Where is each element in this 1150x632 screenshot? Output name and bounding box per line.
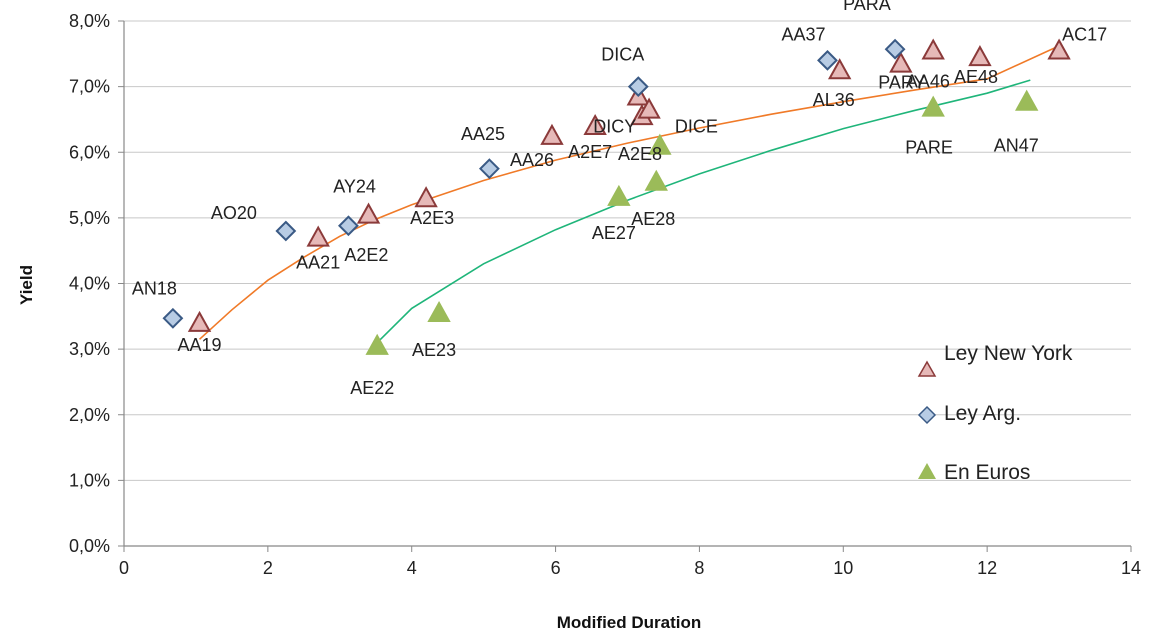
data-point-ac17: [1047, 38, 1071, 60]
trendline-ley-new-york: [198, 45, 1060, 340]
point-label-ac17: AC17: [1062, 25, 1107, 45]
data-point-ae23: [427, 300, 451, 323]
point-label-an18: AN18: [132, 278, 177, 298]
data-point-ay24: [356, 202, 381, 224]
data-point-a2e3: [414, 186, 438, 208]
y-tick-label: 1,0%: [69, 470, 110, 490]
x-tick-label: 6: [551, 558, 561, 578]
data-point-aa21: [306, 225, 330, 247]
y-tick-label: 8,0%: [69, 11, 110, 31]
axes: [118, 20, 1132, 552]
legend-item-ley-arg: Ley Arg.: [917, 402, 1021, 425]
point-label-ae22: AE22: [350, 378, 394, 398]
y-tick-label: 3,0%: [69, 339, 110, 359]
x-tick-label: 2: [263, 558, 273, 578]
data-point-ley-arg: [478, 158, 500, 180]
data-point-an18: [162, 307, 184, 329]
point-label-pare: PARE: [905, 138, 953, 158]
data-point-aa46: [889, 51, 913, 73]
legend-item-en-euros: En Euros: [918, 461, 1030, 484]
point-label-dicy: DICY: [593, 116, 636, 136]
x-tick-label: 10: [833, 558, 853, 578]
data-point-aa25: [637, 97, 661, 119]
point-label-aa26: AA26: [510, 150, 554, 170]
free-label-a2e8: A2E8: [618, 144, 662, 164]
y-tick-labels: 0,0% 1,0% 2,0% 3,0% 4,0% 5,0% 6,0% 7,0% 8,0%: [69, 11, 110, 556]
x-tick-label: 8: [694, 558, 704, 578]
x-tick-labels: 0 2 4 6 8 10 12 14: [119, 558, 1141, 578]
point-label-aa37: AA37: [781, 24, 825, 44]
data-point-dice: [648, 133, 672, 155]
legend-triangle-icon: [917, 360, 937, 377]
y-tick-label: 0,0%: [69, 536, 110, 556]
data-point-a2e7: [583, 113, 607, 135]
free-labels: A2E8 AA25: [461, 124, 662, 164]
legend-item-ley-new-york: Ley New York: [917, 342, 1073, 377]
y-tick-label: 5,0%: [69, 208, 110, 228]
y-axis-title: Yield: [17, 265, 36, 305]
data-point-pare: [921, 95, 945, 117]
point-label-ae27: AE27: [592, 223, 636, 243]
y-tick-label: 7,0%: [69, 77, 110, 97]
gridlines: [124, 20, 1131, 481]
point-label-an47: AN47: [994, 136, 1039, 156]
point-label-dice: DICE: [675, 117, 718, 137]
x-tick-label: 12: [977, 558, 997, 578]
point-label-a2e7: A2E7: [568, 142, 612, 162]
data-point-para: [884, 38, 906, 60]
x-axis-title: Modified Duration: [557, 613, 701, 632]
data-point-aa26: [540, 123, 564, 145]
data-points: [162, 38, 1071, 355]
data-point-aa19: [187, 310, 212, 332]
point-label-aa21: AA21: [296, 253, 340, 273]
data-point-ae22: [365, 333, 389, 355]
y-tick-label: 6,0%: [69, 142, 110, 162]
data-point-pary: [921, 38, 945, 60]
data-point-an47: [1015, 89, 1039, 111]
point-label-para: PARA: [843, 0, 891, 14]
point-label-pary: PARY: [878, 73, 925, 93]
point-label-ay24: AY24: [333, 177, 376, 197]
trendlines: [198, 45, 1060, 344]
x-tick-label: 14: [1121, 558, 1141, 578]
legend-label-ley-new-york: Ley New York: [944, 342, 1073, 365]
data-point-ae48: [968, 45, 992, 67]
point-label-aa46: AA46: [906, 72, 950, 92]
y-tick-label: 4,0%: [69, 274, 110, 294]
legend: Ley New York Ley Arg. En Euros: [917, 342, 1073, 484]
data-point-ae28: [644, 169, 668, 191]
trendline-en-euros: [376, 79, 1031, 344]
point-label-ae48: AE48: [954, 67, 998, 87]
data-point-a2e2: [338, 215, 359, 237]
point-label-ae28: AE28: [631, 209, 675, 229]
legend-label-en-euros: En Euros: [944, 461, 1030, 484]
point-label-a2e3: A2E3: [410, 208, 454, 228]
point-label-dica: DICA: [601, 45, 644, 65]
y-tick-label: 2,0%: [69, 405, 110, 425]
point-label-a2e2: A2E2: [344, 245, 388, 265]
data-point-ao20: [275, 220, 297, 242]
point-label-ao20: AO20: [211, 203, 257, 223]
point-label-ae23: AE23: [412, 340, 456, 360]
x-tick-label: 4: [407, 558, 417, 578]
data-point-dica: [627, 76, 649, 98]
legend-label-ley-arg: Ley Arg.: [944, 402, 1021, 425]
free-label-aa25: AA25: [461, 124, 505, 144]
point-label-al36: AL36: [813, 90, 855, 110]
point-labels: AA19 AA21 AY24 A2E3 AA26 A2E7 DICY AL36 AA46PARY…: [132, 0, 1107, 398]
legend-diamond-icon: [917, 405, 937, 425]
data-point-ae27: [607, 184, 631, 206]
legend-triangle-icon: [918, 463, 936, 479]
point-label-aa19: AA19: [178, 335, 222, 355]
data-point-al36: [827, 58, 852, 80]
x-tick-label: 0: [119, 558, 129, 578]
data-point-aa37: [817, 49, 838, 71]
